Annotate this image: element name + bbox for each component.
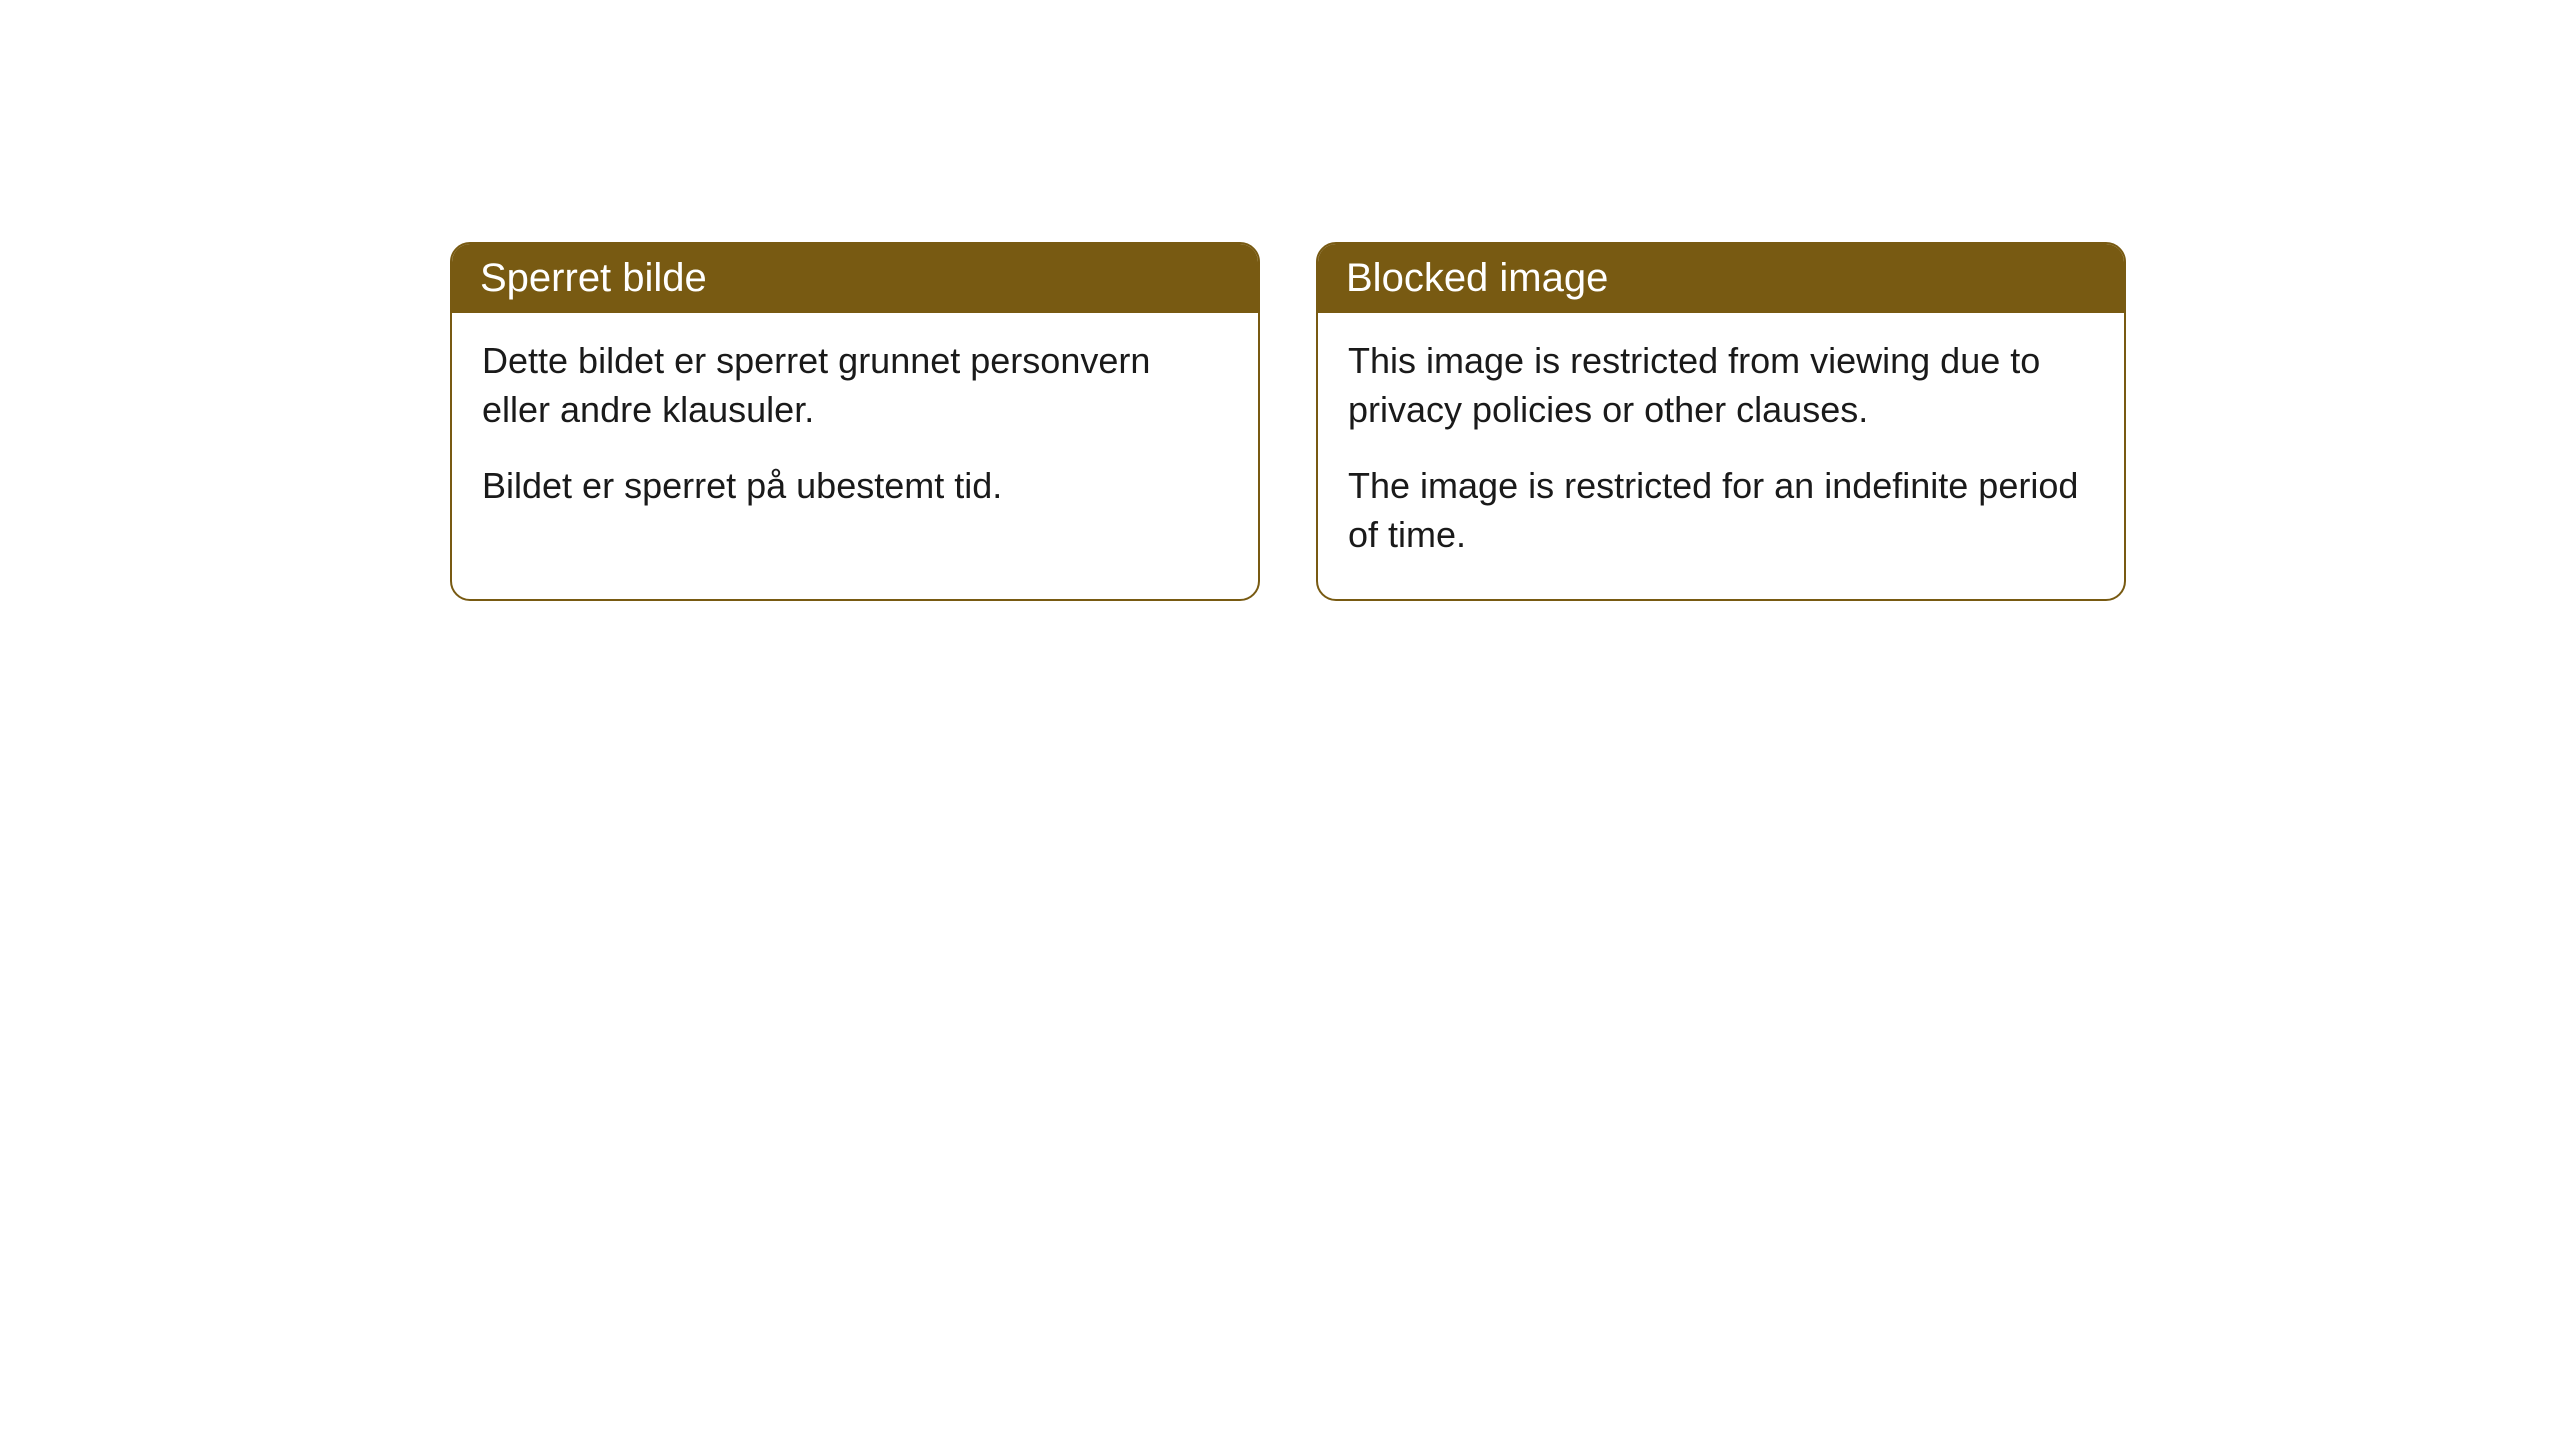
card-header: Sperret bilde (452, 244, 1258, 313)
card-body: Dette bildet er sperret grunnet personve… (452, 313, 1258, 551)
blocked-image-card-norwegian: Sperret bilde Dette bildet er sperret gr… (450, 242, 1260, 601)
card-title: Blocked image (1346, 256, 1608, 300)
card-paragraph: Bildet er sperret på ubestemt tid. (482, 462, 1228, 511)
blocked-image-card-english: Blocked image This image is restricted f… (1316, 242, 2126, 601)
card-body: This image is restricted from viewing du… (1318, 313, 2124, 599)
card-header: Blocked image (1318, 244, 2124, 313)
notice-container: Sperret bilde Dette bildet er sperret gr… (450, 242, 2126, 601)
card-paragraph: This image is restricted from viewing du… (1348, 337, 2094, 434)
card-paragraph: Dette bildet er sperret grunnet personve… (482, 337, 1228, 434)
card-title: Sperret bilde (480, 256, 707, 300)
card-paragraph: The image is restricted for an indefinit… (1348, 462, 2094, 559)
